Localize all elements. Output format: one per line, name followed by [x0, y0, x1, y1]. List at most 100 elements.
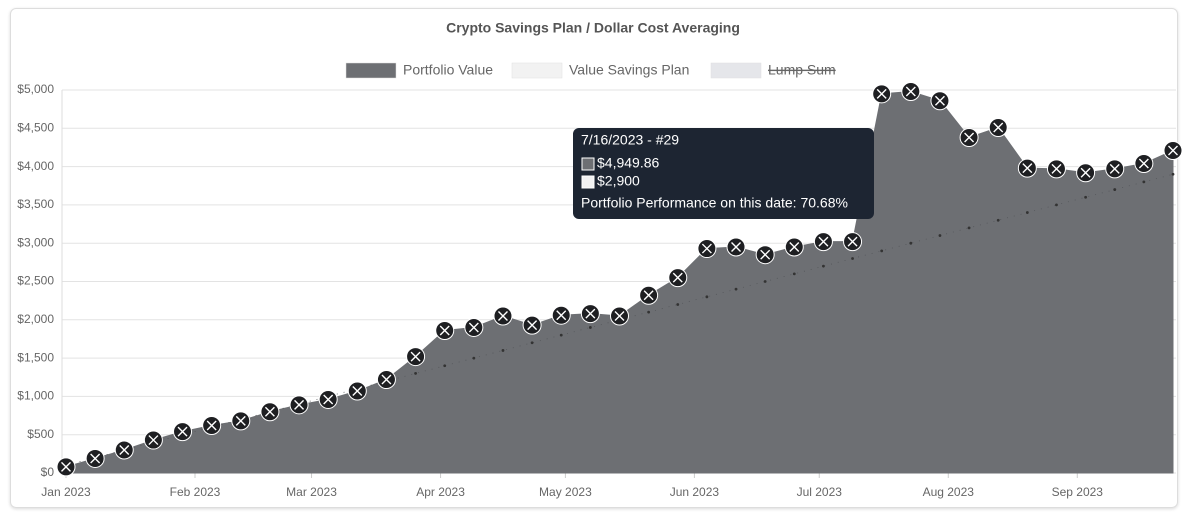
- chart-card: [10, 8, 1178, 508]
- marker-cross: [1022, 163, 1033, 174]
- savings-point: [880, 249, 884, 253]
- y-tick-label: $2,000: [17, 312, 54, 326]
- marker-cross: [381, 374, 392, 385]
- y-tick-label: $2,500: [17, 274, 54, 288]
- tooltip-line: $2,900: [597, 173, 640, 189]
- x-tick-label: Sep 2023: [1052, 485, 1104, 499]
- marker-cross: [206, 420, 217, 431]
- savings-point: [472, 356, 476, 360]
- marker-cross: [235, 415, 246, 426]
- marker-cross: [90, 453, 101, 464]
- y-tick-label: $5,000: [17, 82, 54, 96]
- x-tick-label: Apr 2023: [416, 485, 465, 499]
- marker-cross: [672, 272, 683, 283]
- y-tick-label: $1,000: [17, 389, 54, 403]
- savings-point: [705, 295, 709, 299]
- marker-cross: [439, 325, 450, 336]
- marker-cross: [993, 122, 1004, 133]
- savings-point: [822, 264, 825, 268]
- marker-cross: [585, 308, 596, 319]
- marker-cross: [410, 351, 421, 362]
- marker-cross: [497, 310, 508, 321]
- marker-cross: [818, 236, 829, 247]
- savings-point: [414, 372, 417, 375]
- marker-cross: [148, 435, 159, 446]
- marker-cross: [964, 132, 975, 143]
- tooltip-line: $4,949.86: [597, 155, 659, 171]
- legend-label[interactable]: Value Savings Plan: [569, 62, 689, 78]
- savings-point: [1025, 211, 1029, 214]
- tooltip-swatch: [581, 157, 595, 171]
- y-tick-label: $0: [41, 465, 55, 479]
- savings-point: [559, 333, 563, 337]
- marker-cross: [1080, 167, 1091, 178]
- legend-swatch: [345, 62, 397, 79]
- savings-point: [734, 287, 738, 291]
- savings-point: [967, 226, 971, 230]
- savings-point: [530, 341, 534, 345]
- savings-point: [588, 326, 592, 329]
- y-tick-label: $3,500: [17, 197, 54, 211]
- marker-cross: [1051, 163, 1062, 174]
- savings-point: [676, 303, 680, 306]
- tooltip-footer: Portfolio Performance on this date: 70.6…: [581, 195, 848, 211]
- marker-cross: [294, 399, 305, 410]
- marker-cross: [264, 406, 275, 417]
- savings-point: [1055, 203, 1058, 207]
- legend-label[interactable]: Lump Sum: [768, 62, 836, 78]
- marker-cross: [323, 394, 334, 405]
- marker-cross: [701, 243, 712, 254]
- chart-title: Crypto Savings Plan / Dollar Cost Averag…: [446, 20, 740, 36]
- legend-swatch: [511, 62, 563, 79]
- savings-point: [1142, 180, 1146, 184]
- legend-label[interactable]: Portfolio Value: [403, 62, 493, 78]
- y-tick-label: $4,000: [17, 159, 54, 173]
- x-tick-label: Jan 2023: [41, 485, 91, 499]
- savings-point: [501, 349, 505, 352]
- savings-point: [909, 241, 913, 245]
- marker-cross: [934, 95, 945, 106]
- marker-cross: [760, 249, 771, 260]
- marker-cross: [352, 386, 363, 397]
- savings-point: [1084, 195, 1088, 199]
- marker-cross: [1138, 158, 1149, 169]
- tooltip-swatch: [581, 175, 595, 189]
- savings-point: [1171, 172, 1175, 176]
- legend-swatch: [710, 62, 762, 79]
- savings-point: [647, 310, 651, 314]
- marker-cross: [731, 242, 742, 253]
- savings-point: [792, 272, 796, 276]
- savings-point: [1113, 188, 1117, 191]
- marker-cross: [643, 290, 654, 301]
- y-tick-label: $4,500: [17, 120, 54, 134]
- marker-cross: [468, 322, 479, 333]
- x-tick-label: Aug 2023: [923, 485, 975, 499]
- savings-point: [996, 218, 1000, 222]
- tooltip-box: [573, 128, 874, 219]
- marker-cross: [876, 88, 887, 99]
- tooltip: 7/16/2023 - #29 $4,949.86 $2,900 Portfolio …: [573, 128, 874, 219]
- marker-cross: [177, 426, 188, 437]
- x-tick-label: May 2023: [539, 485, 592, 499]
- x-tick-label: Feb 2023: [170, 485, 221, 499]
- marker-cross: [905, 86, 916, 97]
- y-tick-label: $1,500: [17, 350, 54, 364]
- x-tick-label: Mar 2023: [286, 485, 337, 499]
- x-tick-label: Jun 2023: [670, 485, 720, 499]
- savings-point: [938, 234, 942, 237]
- savings-point: [443, 364, 447, 368]
- marker-cross: [1109, 163, 1120, 174]
- y-tick-label: $3,000: [17, 235, 54, 249]
- savings-point: [763, 280, 767, 283]
- marker-cross: [61, 461, 71, 472]
- marker-cross: [556, 310, 567, 321]
- tooltip-title: 7/16/2023 - #29: [581, 132, 679, 148]
- marker-cross: [119, 445, 130, 456]
- marker-cross: [1168, 145, 1178, 156]
- savings-point: [851, 257, 854, 260]
- marker-cross: [614, 310, 625, 321]
- marker-cross: [527, 320, 538, 331]
- y-tick-label: $500: [27, 427, 54, 441]
